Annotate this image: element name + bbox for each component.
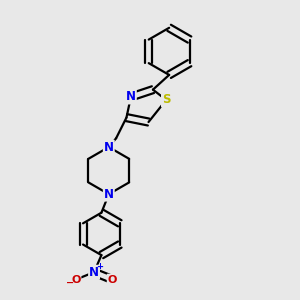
Text: O: O (108, 274, 117, 285)
Text: N: N (89, 266, 99, 279)
Text: N: N (104, 188, 114, 201)
Text: +: + (96, 262, 103, 271)
Text: N: N (126, 91, 136, 103)
Text: −: − (66, 278, 75, 287)
Text: S: S (162, 93, 170, 106)
Text: O: O (71, 274, 80, 285)
Text: N: N (104, 141, 114, 154)
